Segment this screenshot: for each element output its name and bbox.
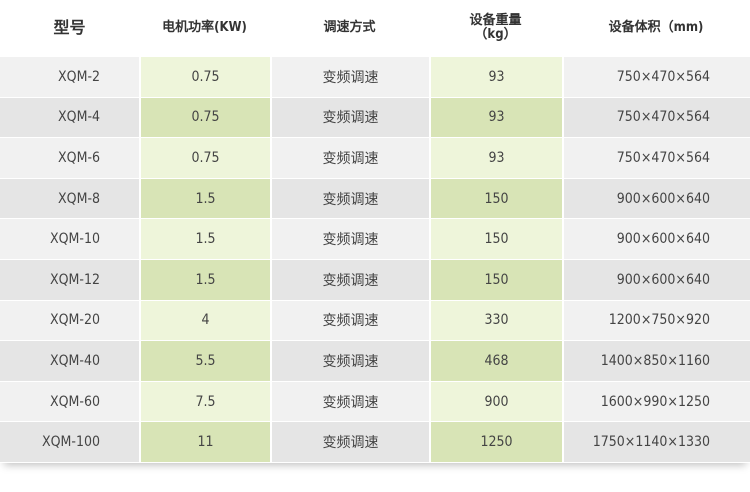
- table-row: XQM-100 11 变频调速 1250 1750×1140×1330: [0, 422, 750, 463]
- table-row: XQM-2 0.75 变频调速 93 750×470×564: [0, 57, 750, 98]
- cell-model: XQM-60: [0, 381, 139, 422]
- cell-volume: 1750×1140×1330: [564, 422, 750, 462]
- cell-weight: 150: [431, 219, 562, 259]
- table-row: XQM-12 1.5 变频调速 150 900×600×640: [0, 259, 750, 301]
- cell-weight: 93: [431, 97, 562, 138]
- header-weight-label: 设备重量: [469, 13, 522, 28]
- header-weight: 设备重量 （kg）: [429, 14, 562, 42]
- cell-model: XQM-20: [0, 300, 139, 341]
- cell-weight: 93: [431, 138, 562, 178]
- cell-volume: 1600×990×1250: [564, 381, 750, 422]
- cell-weight: 150: [431, 259, 562, 300]
- cell-volume: 750×470×564: [564, 57, 750, 97]
- cell-weight: 150: [431, 178, 562, 219]
- cell-power: 7.5: [141, 381, 270, 422]
- table-row: XQM-4 0.75 变频调速 93 750×470×564: [0, 97, 750, 139]
- table-header: 型号 电机功率(KW) 调速方式 设备重量 （kg） 设备体积（mm): [0, 0, 750, 56]
- cell-power: 0.75: [141, 57, 270, 97]
- cell-weight: 1250: [431, 422, 562, 462]
- cell-power: 1.5: [141, 259, 270, 300]
- header-power: 电机功率(KW): [162, 20, 247, 35]
- cell-volume: 900×600×640: [564, 178, 750, 219]
- cell-model: XQM-40: [0, 341, 139, 381]
- cell-volume: 900×600×640: [564, 259, 750, 300]
- cell-weight: 468: [431, 341, 562, 381]
- cell-weight: 93: [431, 57, 562, 97]
- cell-speed: 变频调速: [272, 381, 429, 422]
- cell-volume: 750×470×564: [564, 138, 750, 178]
- cell-model: XQM-100: [0, 422, 139, 462]
- table-row: XQM-60 7.5 变频调速 900 1600×990×1250: [0, 381, 750, 423]
- table-row: XQM-20 4 变频调速 330 1200×750×920: [0, 300, 750, 342]
- cell-speed: 变频调速: [272, 341, 429, 381]
- header-weight-unit: （kg）: [474, 27, 517, 42]
- cell-model: XQM-12: [0, 259, 139, 300]
- cell-model: XQM-6: [0, 138, 139, 178]
- header-speed: 调速方式: [323, 20, 376, 35]
- cell-speed: 变频调速: [272, 138, 429, 178]
- cell-volume: 1200×750×920: [564, 300, 750, 341]
- header-model: 型号: [53, 18, 86, 37]
- cell-speed: 变频调速: [272, 57, 429, 97]
- cell-volume: 1400×850×1160: [564, 341, 750, 381]
- table-row: XQM-40 5.5 变频调速 468 1400×850×1160: [0, 341, 750, 382]
- cell-power: 4: [141, 300, 270, 341]
- cell-speed: 变频调速: [272, 300, 429, 341]
- table-row: XQM-6 0.75 变频调速 93 750×470×564: [0, 138, 750, 179]
- cell-speed: 变频调速: [272, 97, 429, 138]
- table-row: XQM-8 1.5 变频调速 150 900×600×640: [0, 178, 750, 220]
- cell-volume: 750×470×564: [564, 97, 750, 138]
- cell-speed: 变频调速: [272, 219, 429, 259]
- cell-power: 0.75: [141, 138, 270, 178]
- header-volume: 设备体积（mm): [608, 20, 704, 35]
- cell-model: XQM-10: [0, 219, 139, 259]
- cell-volume: 900×600×640: [564, 219, 750, 259]
- cell-power: 5.5: [141, 341, 270, 381]
- cell-power: 0.75: [141, 97, 270, 138]
- cell-model: XQM-2: [0, 57, 139, 97]
- cell-power: 1.5: [141, 178, 270, 219]
- spec-table: XQM-2 0.75 变频调速 93 750×470×564 XQM-4 0.75 变频调速 9…: [0, 57, 750, 463]
- cell-power: 1.5: [141, 219, 270, 259]
- cell-weight: 330: [431, 300, 562, 341]
- cell-model: XQM-4: [0, 97, 139, 138]
- cell-speed: 变频调速: [272, 422, 429, 462]
- table-row: XQM-10 1.5 变频调速 150 900×600×640: [0, 219, 750, 260]
- cell-model: XQM-8: [0, 178, 139, 219]
- cell-speed: 变频调速: [272, 178, 429, 219]
- cell-speed: 变频调速: [272, 259, 429, 300]
- cell-weight: 900: [431, 381, 562, 422]
- cell-power: 11: [141, 422, 270, 462]
